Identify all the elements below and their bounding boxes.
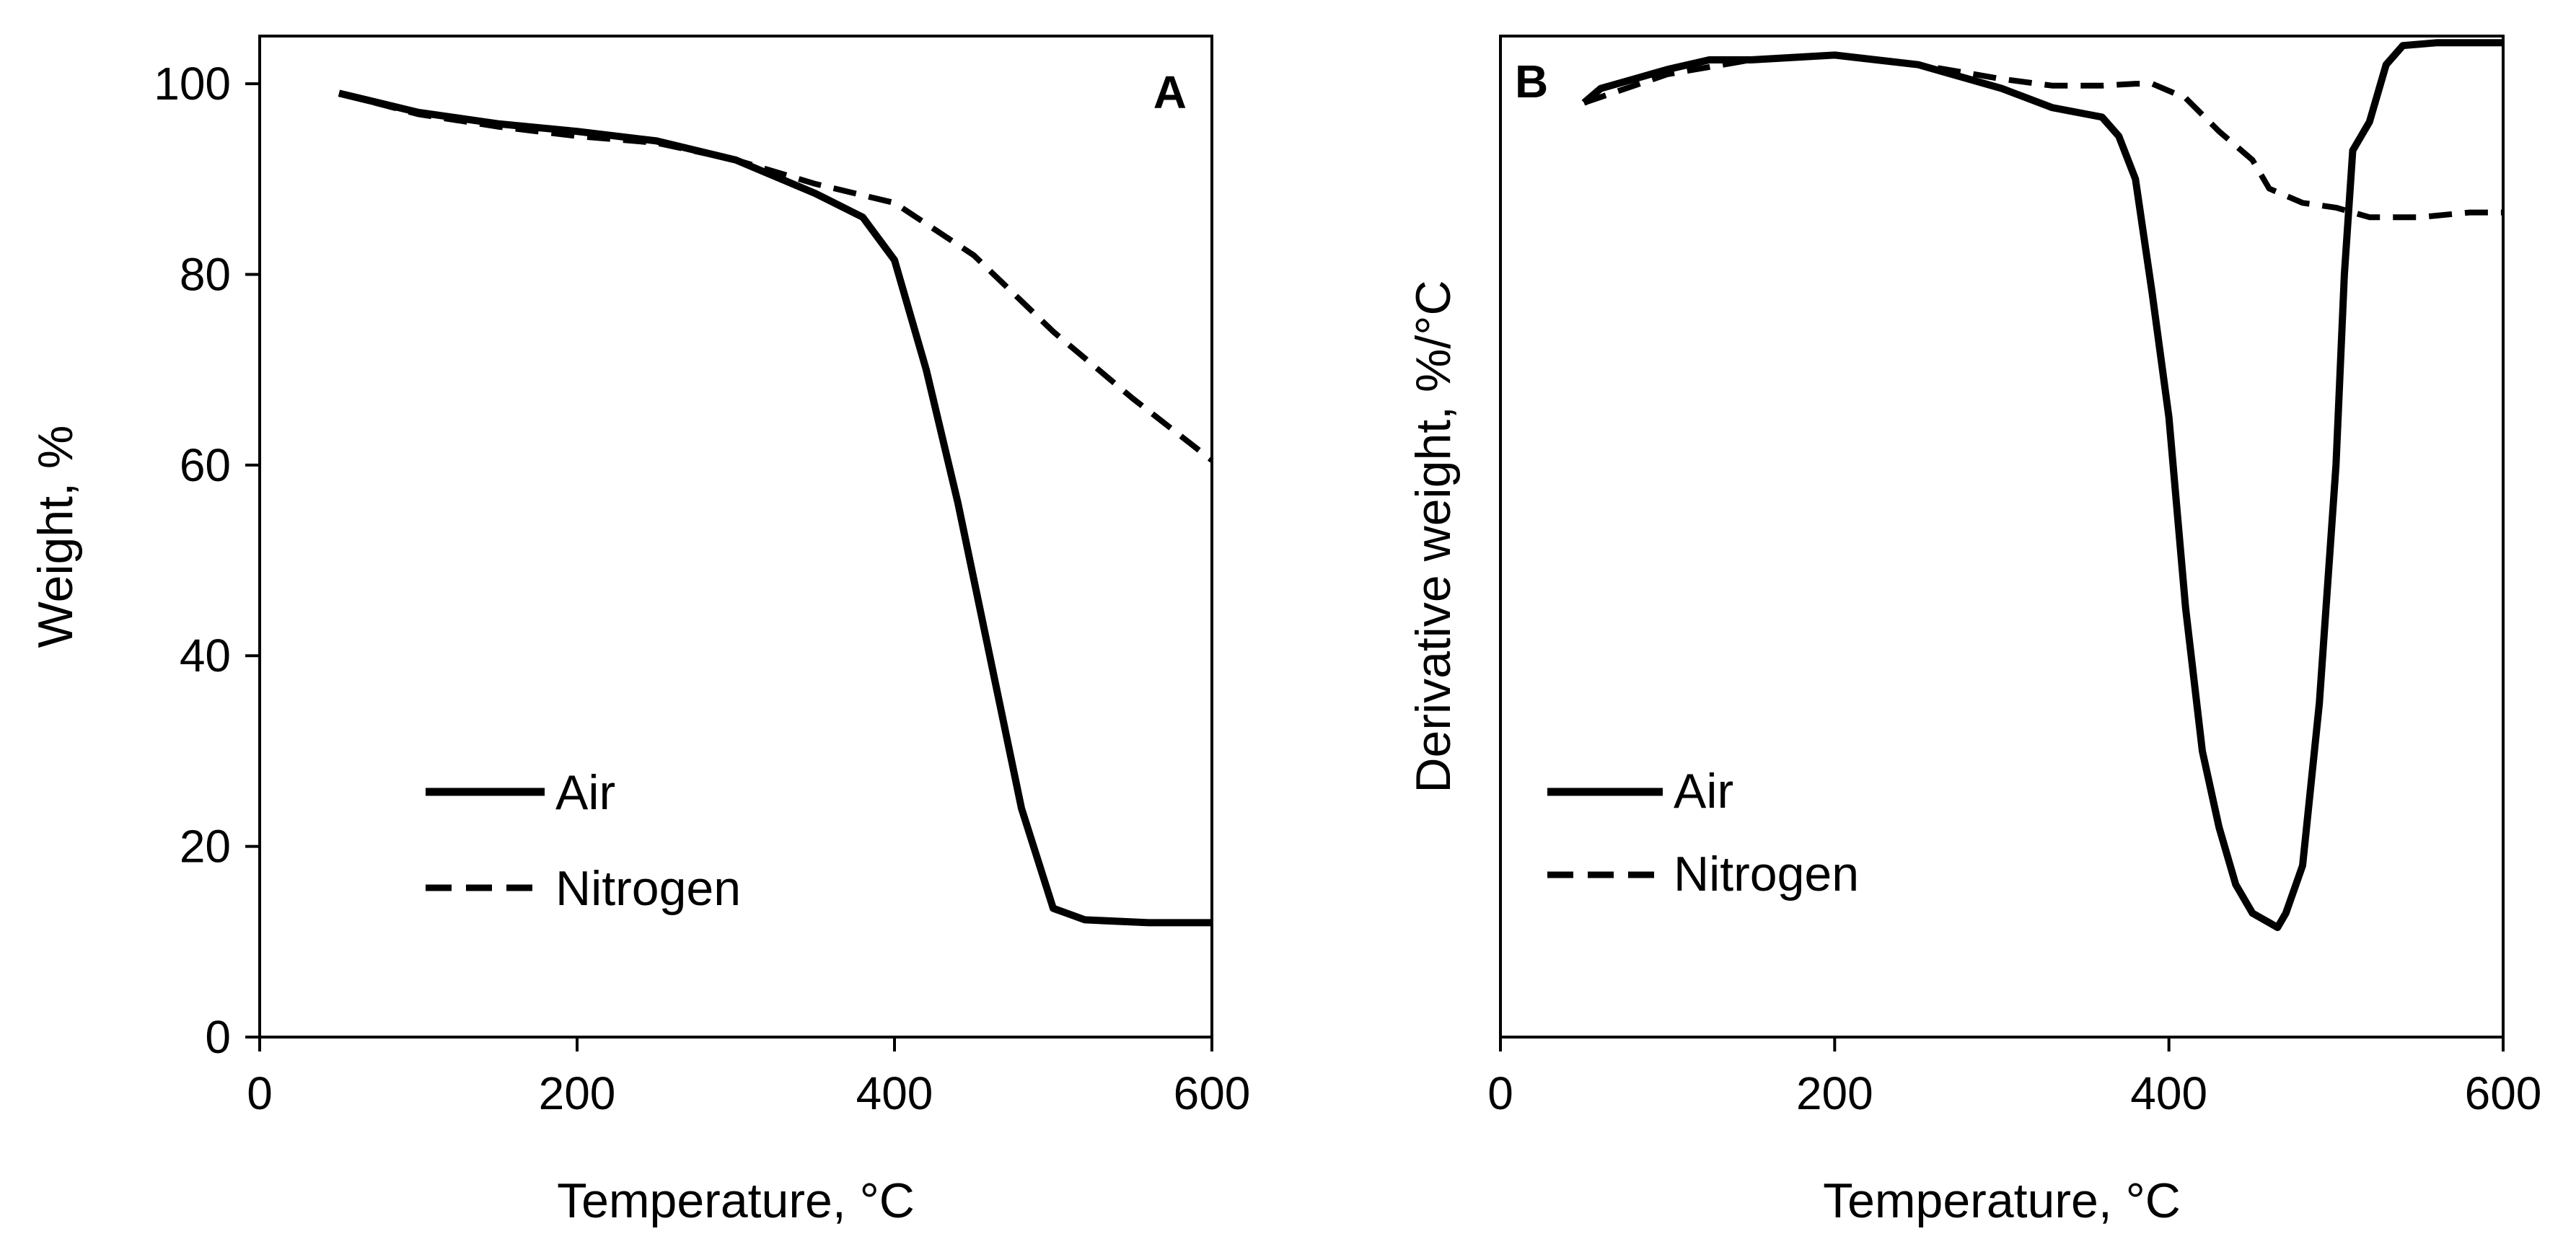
x-tick-label: 400 [856,1067,933,1119]
x-tick-label: 200 [539,1067,616,1119]
series-line-nitrogen [338,90,1214,463]
plot-area-frame [1499,35,2505,1039]
x-axis-title: Temperature, °C [1823,1173,2181,1228]
panel-label: B [1515,56,1548,107]
legend-label-air: Air [555,765,615,820]
y-tick-label: 0 [205,1011,231,1063]
axis-ticks: 0 200 400 600 0 20 40 60 80 100 [154,58,1250,1119]
y-tick-label: 80 [180,248,231,300]
series-layer [1581,39,2503,931]
x-tick-label: 600 [2465,1067,2542,1119]
x-tick-label: 600 [1174,1067,1251,1119]
y-axis-title: Weight, % [28,426,83,648]
plot-area-frame [258,35,1213,1039]
legend: Air Nitrogen [1547,764,1859,901]
chart-panel-a: 0 200 400 600 0 20 40 60 80 100 A Temperature, °C… [28,35,1250,1228]
y-tick-label: 40 [180,630,231,682]
y-tick-label: 100 [154,58,231,110]
x-tick-label: 0 [247,1067,273,1119]
legend: Air Nitrogen [426,765,741,916]
y-axis-title: Derivative weight, %/°C [1406,280,1461,793]
x-tick-label: 200 [1796,1067,1873,1119]
chart-panel-b: 0 200 400 600 B Temperature, °C Derivative … [1406,35,2541,1228]
x-tick-label: 0 [1487,1067,1513,1119]
y-tick-label: 20 [180,821,231,873]
legend-label-nitrogen: Nitrogen [1674,847,1859,901]
panel-label: A [1153,66,1187,118]
axis-ticks: 0 200 400 600 [1487,1037,2541,1119]
x-tick-label: 400 [2130,1067,2207,1119]
series-line-air [338,89,1212,927]
series-line-nitrogen [1583,52,2503,221]
y-tick-label: 60 [180,439,231,491]
legend-label-nitrogen: Nitrogen [555,861,741,916]
series-layer [338,89,1214,927]
legend-label-air: Air [1674,764,1733,819]
x-axis-title: Temperature, °C [557,1173,915,1228]
